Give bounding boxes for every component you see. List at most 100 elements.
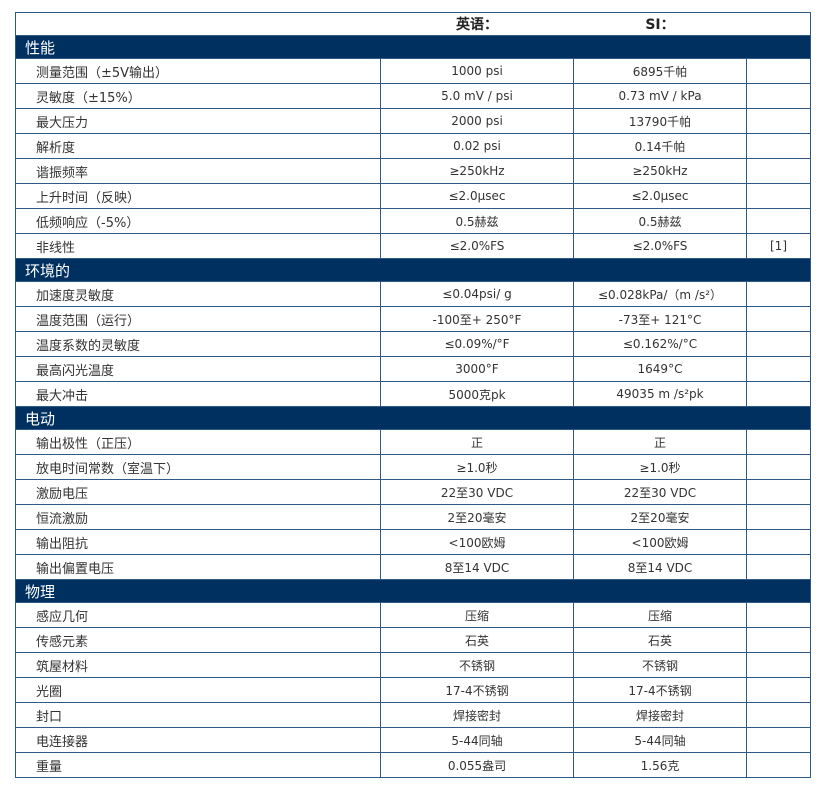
spec-label: 温度范围（运行） [15, 306, 381, 332]
table-row: 传感元素 石英 石英 [15, 627, 811, 653]
spec-label: 加速度灵敏度 [15, 281, 381, 307]
note [746, 83, 811, 109]
note [746, 429, 811, 455]
header-notes [747, 13, 811, 36]
si-value: ≤0.028kPa/（m /s²） [573, 281, 747, 307]
table-row: 测量范围（±5V输出） 1000 psi 6895千帕 [15, 58, 811, 84]
table-row: 激励电压 22至30 VDC 22至30 VDC [15, 479, 811, 505]
english-value: ≥250kHz [380, 158, 574, 184]
english-value: 不锈钢 [380, 652, 574, 678]
spec-table: 英语： SI： 性能 测量范围（±5V输出） 1000 psi 6895千帕 灵敏度（±… [15, 12, 811, 778]
note [746, 479, 811, 505]
note [746, 356, 811, 382]
section-title: 电动 [15, 406, 811, 430]
english-value: 0.055盎司 [380, 752, 574, 778]
si-value: 正 [573, 429, 747, 455]
spec-label: 解析度 [15, 133, 381, 159]
spec-label: 低频响应（-5%） [15, 208, 381, 234]
note [746, 529, 811, 555]
spec-label: 放电时间常数（室温下） [15, 454, 381, 480]
note [746, 627, 811, 653]
table-row: 电连接器 5-44同轴 5-44同轴 [15, 727, 811, 753]
si-value: 不锈钢 [573, 652, 747, 678]
english-value: 3000°F [380, 356, 574, 382]
table-row: 非线性 ≤2.0%FS ≤2.0%FS [1] [15, 233, 811, 259]
spec-label: 测量范围（±5V输出） [15, 58, 381, 84]
english-value: 5-44同轴 [380, 727, 574, 753]
english-value: 1000 psi [380, 58, 574, 84]
spec-label: 电连接器 [15, 727, 381, 753]
spec-label: 恒流激励 [15, 504, 381, 530]
si-value: 49035 m /s²pk [573, 381, 747, 407]
table-row: 温度系数的灵敏度 ≤0.09%/°F ≤0.162%/°C [15, 331, 811, 357]
table-row: 光圈 17-4不锈钢 17-4不锈钢 [15, 677, 811, 703]
note [746, 208, 811, 234]
si-value: 石英 [573, 627, 747, 653]
note [746, 602, 811, 628]
table-row: 放电时间常数（室温下） ≥1.0秒 ≥1.0秒 [15, 454, 811, 480]
note [746, 331, 811, 357]
si-value: ≥250kHz [573, 158, 747, 184]
spec-label: 光圈 [15, 677, 381, 703]
spec-label: 灵敏度（±15%） [15, 83, 381, 109]
table-row: 感应几何 压缩 压缩 [15, 602, 811, 628]
english-value: 压缩 [380, 602, 574, 628]
section-title: 性能 [15, 35, 811, 59]
table-row: 筑屋材料 不锈钢 不锈钢 [15, 652, 811, 678]
table-row: 输出极性（正压）正正 [15, 429, 811, 455]
spec-label: 最高闪光温度 [15, 356, 381, 382]
si-value: 2至20毫安 [573, 504, 747, 530]
si-value: 0.73 mV / kPa [573, 83, 747, 109]
header-row: 英语： SI： [15, 13, 811, 36]
english-value: ≤0.09%/°F [380, 331, 574, 357]
spec-label: 输出偏置电压 [15, 554, 381, 580]
section-header: 性能 [15, 35, 811, 59]
table-row: 温度范围（运行） -100至+ 250°F -73至+ 121°C [15, 306, 811, 332]
note [746, 554, 811, 580]
english-value: 22至30 VDC [380, 479, 574, 505]
si-value: 1649°C [573, 356, 747, 382]
section-header: 电动 [15, 406, 811, 430]
english-value: ≥1.0秒 [380, 454, 574, 480]
spec-label: 输出极性（正压） [15, 429, 381, 455]
english-value: 石英 [380, 627, 574, 653]
english-value: 17-4不锈钢 [380, 677, 574, 703]
english-value: <100欧姆 [380, 529, 574, 555]
table-row: 最大压力 2000 psi 13790千帕 [15, 108, 811, 134]
note [746, 752, 811, 778]
english-value: -100至+ 250°F [380, 306, 574, 332]
table-row: 加速度灵敏度 ≤0.04psi/ g ≤0.028kPa/（m /s²） [15, 281, 811, 307]
si-value: 0.5赫兹 [573, 208, 747, 234]
english-value: 0.5赫兹 [380, 208, 574, 234]
note [746, 677, 811, 703]
spec-label: 封口 [15, 702, 381, 728]
note [746, 108, 811, 134]
table-row: 解析度 0.02 psi 0.14千帕 [15, 133, 811, 159]
si-value: ≤0.162%/°C [573, 331, 747, 357]
english-value: ≤0.04psi/ g [380, 281, 574, 307]
si-value: 22至30 VDC [573, 479, 747, 505]
note [746, 306, 811, 332]
header-english: 英语： [456, 17, 498, 33]
si-value: 1.56克 [573, 752, 747, 778]
spec-label: 谐振频率 [15, 158, 381, 184]
spec-label: 温度系数的灵敏度 [15, 331, 381, 357]
english-value: 0.02 psi [380, 133, 574, 159]
section-header: 物理 [15, 579, 811, 603]
si-value: <100欧姆 [573, 529, 747, 555]
table-row: 灵敏度（±15%） 5.0 mV / psi 0.73 mV / kPa [15, 83, 811, 109]
note [746, 183, 811, 209]
english-value: 5.0 mV / psi [380, 83, 574, 109]
note [746, 133, 811, 159]
english-value: 5000克pk [380, 381, 574, 407]
spec-table-container: 英语： SI： 性能 测量范围（±5V输出） 1000 psi 6895千帕 灵敏度（±… [15, 12, 811, 778]
table-row: 谐振频率 ≥250kHz ≥250kHz [15, 158, 811, 184]
header-si: SI： [645, 17, 675, 33]
note [746, 702, 811, 728]
note: [1] [746, 233, 811, 259]
english-value: 2至20毫安 [380, 504, 574, 530]
spec-label: 激励电压 [15, 479, 381, 505]
note [746, 727, 811, 753]
si-value: 6895千帕 [573, 58, 747, 84]
si-value: 0.14千帕 [573, 133, 747, 159]
